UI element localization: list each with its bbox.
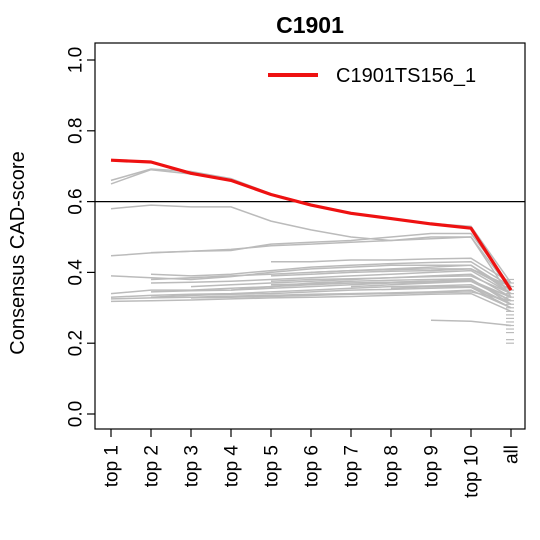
background-series-line-17 [110, 292, 512, 312]
x-tick-label-8: top 9 [422, 445, 443, 487]
x-tick-label-2: top 3 [182, 445, 203, 487]
background-series-line-25 [430, 319, 512, 327]
legend: C1901TS156_1 [268, 65, 476, 87]
background-series-line-23 [350, 280, 512, 302]
background-series-line-13 [230, 278, 512, 305]
background-series-line-18 [190, 291, 512, 302]
background-series-line-9 [150, 269, 512, 295]
y-axis: 0.0 0.2 0.4 0.6 0.8 1.0 [66, 47, 95, 427]
background-series-line-6 [150, 261, 512, 288]
x-tick-label-5: top 6 [302, 445, 323, 487]
background-series-line-2 [110, 204, 512, 298]
y-tick-label-4: 0.8 [66, 118, 87, 144]
x-tick-label-1: top 2 [142, 445, 163, 487]
background-series-line-14 [110, 284, 512, 305]
background-series-line-4 [150, 232, 512, 288]
x-tick-label-9: top 10 [462, 445, 483, 498]
background-series-line-24 [390, 285, 512, 305]
x-tick-label-3: top 4 [222, 445, 243, 488]
chart-title: C1901 [276, 12, 344, 38]
background-series-line-7 [271, 257, 512, 284]
y-tick-label-3: 0.6 [66, 188, 87, 214]
x-axis: top 1 top 2 top 3 top 4 top 5 top 6 top 7 top 8… [102, 429, 523, 498]
y-axis-label: Consensus CAD-score [7, 151, 29, 354]
background-series-line-21 [270, 279, 512, 298]
y-tick-label-1: 0.2 [66, 330, 87, 356]
y-tick-label-5: 1.0 [66, 47, 87, 73]
background-series-line-19 [270, 268, 512, 288]
x-tick-label-10: all [502, 445, 523, 464]
x-tick-label-7: top 8 [382, 445, 403, 487]
x-tick-label-0: top 1 [102, 445, 123, 487]
legend-label: C1901TS156_1 [336, 65, 476, 87]
y-tick-label-2: 0.4 [66, 259, 87, 286]
y-tick-label-0: 0.0 [66, 401, 87, 427]
background-series-line-20 [270, 275, 512, 295]
x-tick-label-4: top 5 [262, 445, 283, 487]
highlight-series-line [110, 158, 513, 291]
background-series-line-15 [150, 286, 512, 309]
plot-frame [94, 42, 526, 430]
background-series-line-16 [110, 289, 512, 309]
x-tick-label-6: top 7 [342, 445, 363, 487]
plot-area [95, 158, 525, 344]
background-series-line-22 [310, 264, 512, 291]
